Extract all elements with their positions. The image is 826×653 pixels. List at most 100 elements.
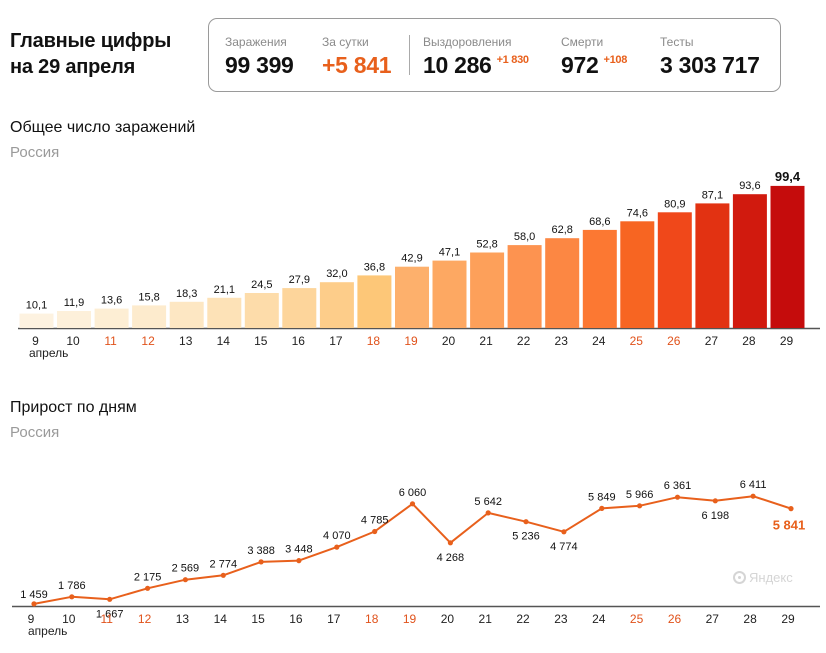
bar-26 bbox=[657, 212, 692, 328]
bar-value-label: 18,3 bbox=[176, 288, 197, 300]
line-value-label: 1 459 bbox=[20, 589, 48, 601]
line-point-22 bbox=[523, 519, 529, 525]
bar-21 bbox=[470, 252, 505, 328]
stat-deaths-label: Смерти bbox=[561, 35, 604, 49]
bar-tick-label: 20 bbox=[442, 334, 456, 348]
line-value-label: 1 667 bbox=[96, 608, 124, 620]
line-tick-label: 26 bbox=[668, 612, 682, 626]
bar-13 bbox=[169, 301, 204, 328]
bar-value-label: 11,9 bbox=[64, 297, 85, 309]
line-tick-label: 27 bbox=[706, 612, 720, 626]
bar-19 bbox=[395, 266, 429, 328]
bar-28 bbox=[732, 194, 767, 328]
line-tick-label: 14 bbox=[214, 612, 228, 626]
headline-line1: Главные цифры bbox=[10, 30, 172, 52]
stat-infections-value: 99 399 bbox=[225, 52, 294, 78]
yandex-watermark: Яндекс bbox=[733, 570, 793, 585]
line-point-27 bbox=[712, 498, 718, 504]
bar-tick-label: 14 bbox=[217, 334, 231, 348]
bar-23 bbox=[545, 238, 580, 328]
line-point-25 bbox=[637, 503, 643, 509]
bar-chart: 10,1 9 11,9 10 13,6 11 15,8 12 18,3 13 21,1 14 24,5 1… bbox=[18, 169, 820, 360]
bar-chart-title: Общее число заражений bbox=[10, 119, 196, 136]
line-value-label: 1 786 bbox=[58, 580, 86, 592]
line-value-label: 5 841 bbox=[773, 518, 806, 533]
line-point-20 bbox=[447, 540, 453, 546]
headline-line2: на 29 апреля bbox=[10, 56, 136, 78]
stat-tests-value: 3 303 717 bbox=[660, 52, 760, 78]
line-tick-label: 25 bbox=[630, 612, 644, 626]
bar-tick-label: 10 bbox=[66, 334, 80, 348]
bar-18 bbox=[357, 275, 392, 328]
bar-29 bbox=[770, 185, 805, 328]
bar-14 bbox=[207, 297, 242, 328]
bar-value-label: 68,6 bbox=[589, 216, 610, 228]
bar-month-label: апрель bbox=[29, 346, 68, 360]
bar-tick-label: 21 bbox=[479, 334, 493, 348]
bar-25 bbox=[620, 221, 655, 328]
bar-tick-label: 26 bbox=[667, 334, 681, 348]
line-point-14 bbox=[220, 572, 226, 578]
stat-deaths-value-wrap: 972 +108 bbox=[561, 52, 627, 79]
line-point-28 bbox=[750, 493, 756, 499]
bar-value-label: 21,1 bbox=[214, 284, 235, 296]
line-value-label: 3 448 bbox=[285, 544, 313, 556]
line-value-label: 2 175 bbox=[134, 571, 162, 583]
line-point-12 bbox=[145, 585, 151, 591]
bar-20 bbox=[432, 260, 467, 328]
bar-27 bbox=[695, 203, 730, 328]
bar-tick-label: 15 bbox=[254, 334, 268, 348]
yandex-logo-icon bbox=[733, 571, 746, 584]
stat-daily-label: За сутки bbox=[322, 35, 369, 49]
bar-tick-label: 22 bbox=[517, 334, 531, 348]
stat-recovered-value-wrap: 10 286 +1 830 bbox=[423, 52, 529, 79]
line-value-label: 5 849 bbox=[588, 491, 616, 503]
line-tick-label: 18 bbox=[365, 612, 379, 626]
line-point-11 bbox=[107, 596, 113, 602]
line-point-9 bbox=[31, 601, 37, 607]
line-point-13 bbox=[182, 577, 188, 583]
bar-tick-label: 13 bbox=[179, 334, 193, 348]
line-point-26 bbox=[674, 494, 681, 500]
stat-recovered-label: Выздоровления bbox=[423, 35, 512, 49]
bar-tick-label: 18 bbox=[367, 334, 381, 348]
line-value-label: 6 198 bbox=[702, 510, 730, 522]
line-value-label: 6 411 bbox=[740, 479, 767, 491]
bar-tick-label: 29 bbox=[780, 334, 794, 348]
line-tick-label: 16 bbox=[289, 612, 303, 626]
line-value-label: 2 774 bbox=[210, 558, 238, 570]
stats-card: Заражения 99 399 За сутки +5 841 Выздоро… bbox=[208, 18, 781, 92]
stat-recovered-delta: +1 830 bbox=[496, 54, 529, 66]
line-value-label: 4 785 bbox=[361, 515, 389, 527]
bar-tick-label: 11 bbox=[104, 334, 117, 348]
line-tick-label: 9 bbox=[28, 612, 35, 626]
yandex-watermark-text: Яндекс bbox=[749, 570, 793, 585]
line-tick-label: 23 bbox=[554, 612, 568, 626]
bar-value-label: 24,5 bbox=[251, 279, 272, 291]
line-point-16 bbox=[296, 558, 302, 564]
bar-tick-label: 12 bbox=[141, 334, 155, 348]
bar-tick-label: 25 bbox=[630, 334, 644, 348]
bar-tick-label: 23 bbox=[555, 334, 569, 348]
bar-tick-label: 19 bbox=[404, 334, 418, 348]
line-value-label: 6 060 bbox=[399, 487, 427, 499]
bar-value-label: 42,9 bbox=[401, 253, 422, 265]
bar-chart-subtitle: Россия bbox=[10, 144, 60, 161]
bar-value-label: 58,0 bbox=[514, 231, 535, 243]
bar-value-label: 13,6 bbox=[101, 295, 122, 307]
bar-17 bbox=[319, 282, 354, 328]
line-tick-label: 15 bbox=[251, 612, 265, 626]
bar-24 bbox=[582, 229, 617, 328]
line-point-23 bbox=[561, 529, 567, 535]
line-point-17 bbox=[334, 544, 340, 550]
stats-divider bbox=[409, 35, 410, 75]
line-tick-label: 19 bbox=[403, 612, 417, 626]
bar-10 bbox=[57, 311, 91, 328]
bar-tick-label: 17 bbox=[329, 334, 343, 348]
line-tick-label: 20 bbox=[441, 612, 455, 626]
bar-11 bbox=[94, 308, 129, 328]
line-tick-label: 22 bbox=[516, 612, 530, 626]
headline: Главные цифры на 29 апреля bbox=[10, 28, 171, 80]
bar-value-label: 99,4 bbox=[775, 169, 801, 184]
